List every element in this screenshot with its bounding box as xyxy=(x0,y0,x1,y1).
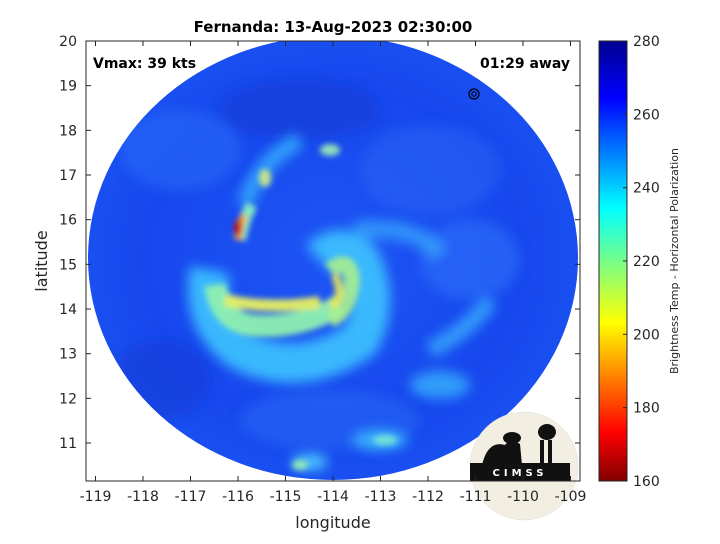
x-tick-label: -109 xyxy=(555,489,587,505)
y-axis: 11 12 13 14 15 16 17 18 19 20 xyxy=(59,34,580,452)
colorbar-tick-label: 260 xyxy=(633,107,660,123)
colorbar-tick-label: 160 xyxy=(633,474,660,490)
y-tick-label: 15 xyxy=(59,257,77,273)
y-tick-label: 18 xyxy=(59,123,77,139)
rainband-outer xyxy=(188,132,497,470)
x-axis-label: longitude xyxy=(295,513,370,532)
x-tick-label: -115 xyxy=(270,489,302,505)
y-tick-label: 19 xyxy=(59,79,77,95)
colorbar-tick-label: 280 xyxy=(633,34,660,50)
x-tick-label: -112 xyxy=(412,489,444,505)
x-tick-label: -113 xyxy=(365,489,397,505)
colorbar-label: Brightness Temp - Horizontal Polarizatio… xyxy=(668,148,681,374)
colorbar-gradient xyxy=(599,41,627,481)
time-away-label: 01:29 away xyxy=(480,56,570,72)
y-tick-label: 14 xyxy=(59,302,77,318)
logo-text: CIMSS xyxy=(493,468,548,479)
x-axis: -119 -118 -117 -116 -115 -114 -113 -112 -111 -110… xyxy=(80,41,587,505)
colorbar-tick-label: 180 xyxy=(633,401,660,417)
y-tick-label: 16 xyxy=(59,213,77,229)
colorbar-tick-label: 220 xyxy=(633,254,660,270)
x-tick-label: -119 xyxy=(80,489,112,505)
colorbar-axis: 160 180 200 220 240 260 280 xyxy=(623,34,660,490)
y-tick-label: 20 xyxy=(59,34,77,50)
x-tick-label: -116 xyxy=(222,489,254,505)
y-tick-label: 12 xyxy=(59,391,77,407)
y-axis-label: latitude xyxy=(32,230,51,291)
x-tick-label: -114 xyxy=(317,489,349,505)
x-tick-label: -118 xyxy=(127,489,159,505)
coast-marker xyxy=(468,88,480,100)
y-tick-label: 11 xyxy=(59,436,77,452)
x-tick-label: -117 xyxy=(175,489,207,505)
rainband-core xyxy=(204,144,397,470)
cimss-logo: CIMSS xyxy=(469,411,579,521)
colorbar-tick-label: 200 xyxy=(633,327,660,343)
y-tick-label: 17 xyxy=(59,168,77,184)
x-tick-label: -110 xyxy=(507,489,539,505)
x-tick-label: -111 xyxy=(460,489,492,505)
chart-title: Fernanda: 13-Aug-2023 02:30:00 xyxy=(194,18,473,36)
y-tick-label: 13 xyxy=(59,347,77,363)
vmax-label: Vmax: 39 kts xyxy=(93,56,196,72)
microwave-swath xyxy=(88,41,578,480)
colorbar-tick-label: 240 xyxy=(633,181,660,197)
